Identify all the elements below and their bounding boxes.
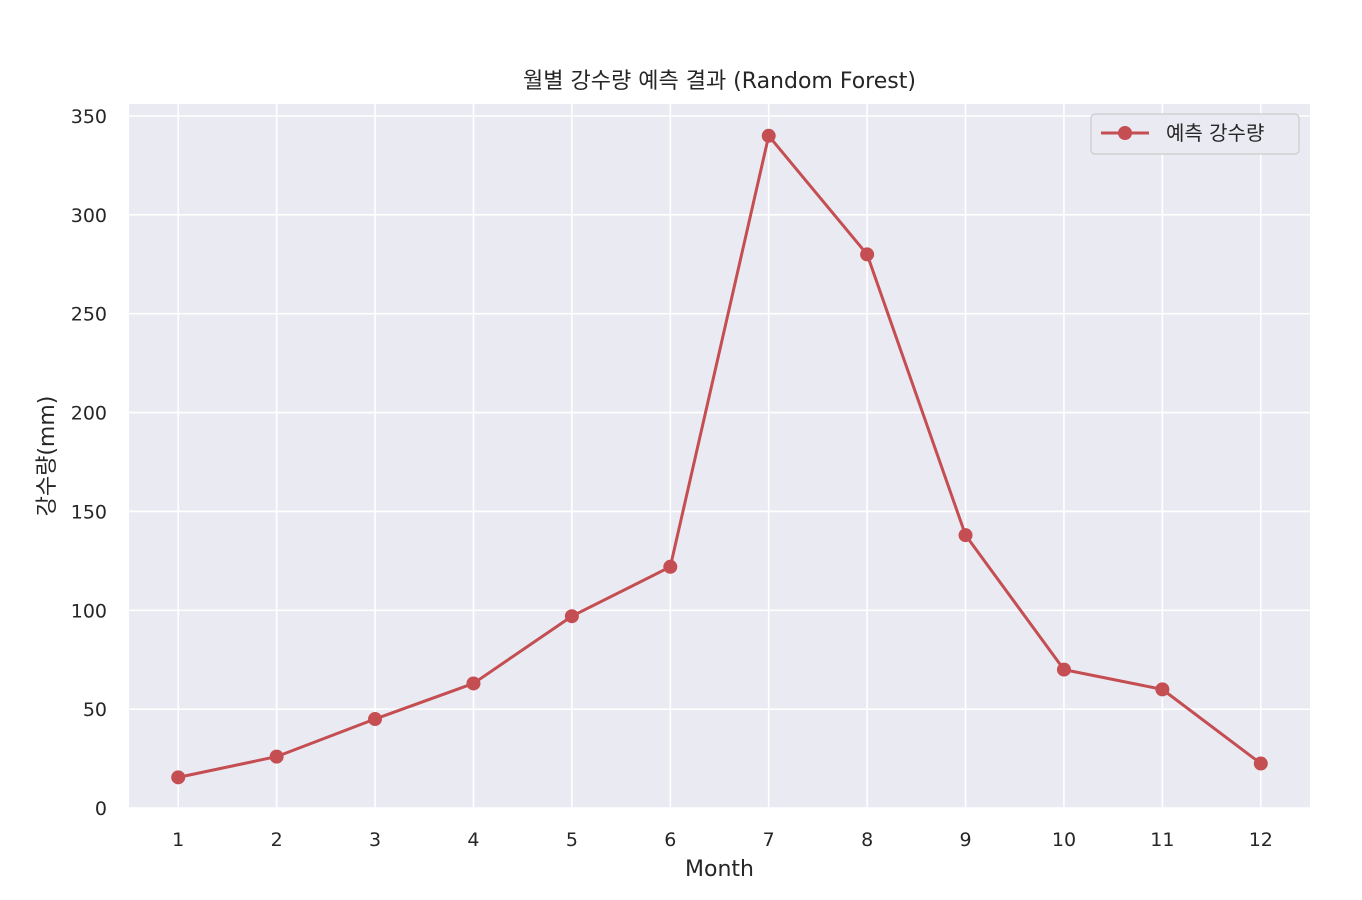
- x-tick-label: 4: [467, 829, 479, 851]
- data-point: [1056, 662, 1071, 677]
- y-tick-label: 50: [83, 699, 107, 721]
- x-tick-label: 3: [369, 829, 381, 851]
- y-tick-label: 300: [71, 205, 107, 227]
- y-tick-label: 250: [71, 304, 107, 326]
- x-gridlines: [177, 104, 1262, 808]
- x-axis-label: Month: [685, 857, 754, 882]
- data-point: [860, 247, 875, 262]
- y-tick-label: 200: [71, 403, 107, 425]
- x-tick-label: 12: [1249, 829, 1273, 851]
- series-line: [177, 134, 1262, 779]
- y-tick-label: 100: [71, 600, 107, 622]
- data-point: [663, 559, 678, 574]
- data-point: [1155, 682, 1170, 697]
- x-tick-label: 10: [1052, 829, 1076, 851]
- series-layer: [171, 128, 1268, 785]
- data-point: [564, 609, 579, 624]
- data-point: [269, 749, 284, 764]
- x-tick-label: 9: [959, 829, 971, 851]
- x-tick-label: 11: [1150, 829, 1174, 851]
- y-tick-label: 350: [71, 106, 107, 128]
- x-tick-label: 1: [172, 829, 184, 851]
- x-tick-label: 7: [763, 829, 775, 851]
- legend-box: [1090, 113, 1300, 155]
- x-tick-label: 2: [271, 829, 283, 851]
- legend: 예측 강수량: [1090, 113, 1300, 155]
- data-point: [958, 528, 973, 543]
- x-tick-label: 5: [566, 829, 578, 851]
- legend-entry-label: 예측 강수량: [1166, 121, 1264, 145]
- data-point: [466, 676, 481, 691]
- data-point: [1253, 756, 1268, 771]
- legend-marker-swatch: [1118, 126, 1132, 140]
- chart-title: 월별 강수량 예측 결과 (Random Forest): [523, 69, 916, 94]
- data-point: [368, 712, 383, 727]
- y-tick-labels: 0 50 100 150 200 250 300 350: [71, 106, 107, 820]
- data-point: [761, 128, 776, 143]
- y-axis-label: 강수량(mm): [35, 396, 60, 517]
- y-tick-label: 150: [71, 501, 107, 523]
- x-tick-labels: 1 2 3 4 5 6 7 8 9 10 11 12: [172, 829, 1273, 851]
- y-gridlines: [129, 115, 1310, 809]
- x-tick-label: 8: [861, 829, 873, 851]
- data-point: [171, 770, 186, 785]
- plot-area: [129, 104, 1310, 808]
- y-tick-label: 0: [95, 798, 107, 820]
- x-tick-label: 6: [664, 829, 676, 851]
